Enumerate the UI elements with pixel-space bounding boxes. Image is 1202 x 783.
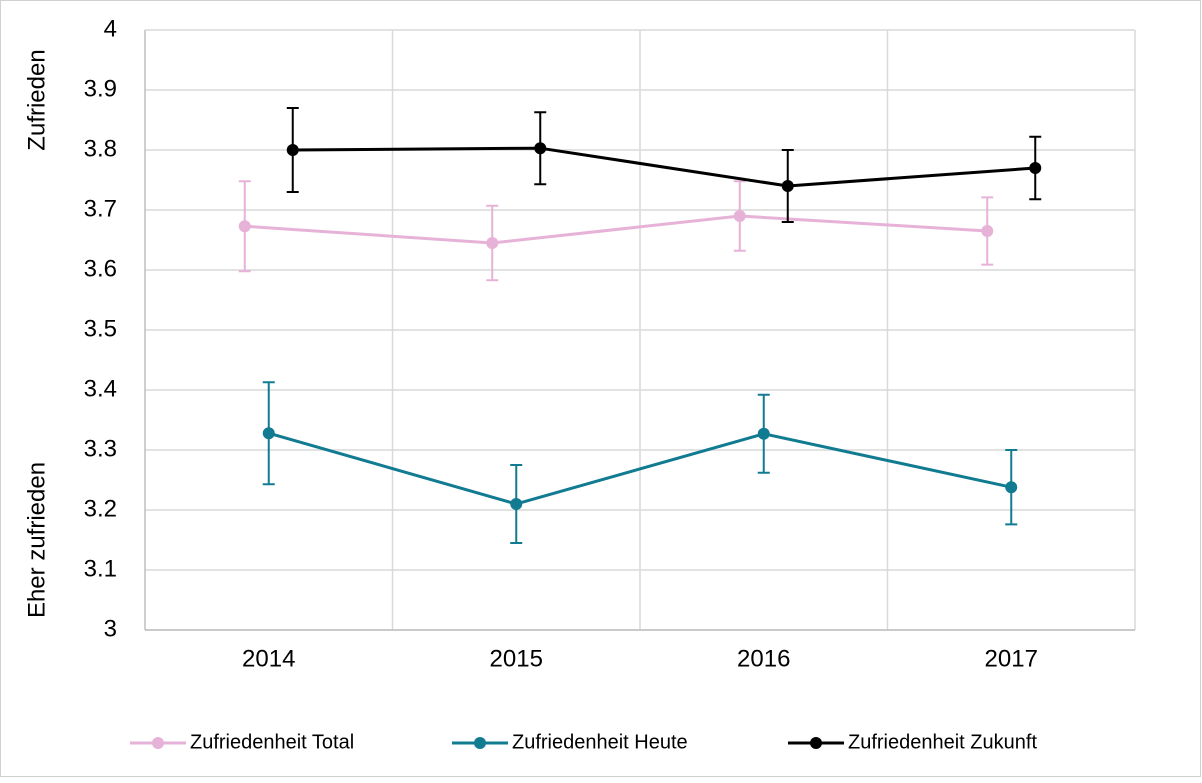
- y-tick-label: 3.4: [84, 375, 117, 402]
- legend-label: Zufriedenheit Total: [190, 731, 354, 753]
- y-tick-label: 3.1: [84, 555, 117, 582]
- y-annotation-top: Zufrieden: [23, 49, 50, 150]
- series-line: [292, 146, 1036, 188]
- data-point: [1029, 162, 1042, 174]
- legend-marker: [152, 737, 164, 749]
- y-tick-label: 3: [104, 615, 117, 642]
- x-tick-label: 2015: [490, 645, 543, 672]
- legend-label: Zufriedenheit Zukunft: [848, 731, 1037, 753]
- y-tick-label: 3.5: [84, 315, 117, 342]
- y-tick-label: 3.8: [84, 135, 117, 162]
- data-point: [286, 144, 299, 156]
- y-tick-label: 4: [104, 15, 117, 42]
- series-line: [244, 214, 988, 245]
- data-point: [781, 180, 794, 192]
- legend-label: Zufriedenheit Heute: [512, 731, 688, 753]
- data-point: [733, 210, 746, 222]
- legend-marker: [474, 737, 486, 749]
- y-tick-label: 3.2: [84, 495, 117, 522]
- data-point: [262, 427, 275, 440]
- x-tick-label: 2014: [242, 645, 295, 672]
- data-point: [510, 498, 523, 510]
- legend-marker: [810, 737, 822, 749]
- y-tick-label: 3.7: [84, 195, 117, 222]
- data-point: [981, 225, 994, 237]
- y-annotation-bottom: Eher zufrieden: [23, 462, 50, 618]
- x-tick-label: 2017: [985, 645, 1038, 672]
- x-tick-label: 2016: [737, 645, 790, 672]
- y-tick-label: 3.3: [84, 435, 117, 462]
- data-point: [757, 427, 770, 440]
- y-tick-label: 3.9: [84, 75, 117, 102]
- data-point: [534, 142, 547, 155]
- data-point: [238, 220, 251, 233]
- series-line: [268, 431, 1012, 506]
- data-point: [1005, 481, 1018, 494]
- y-tick-label: 3.6: [84, 255, 117, 282]
- data-point: [486, 237, 499, 249]
